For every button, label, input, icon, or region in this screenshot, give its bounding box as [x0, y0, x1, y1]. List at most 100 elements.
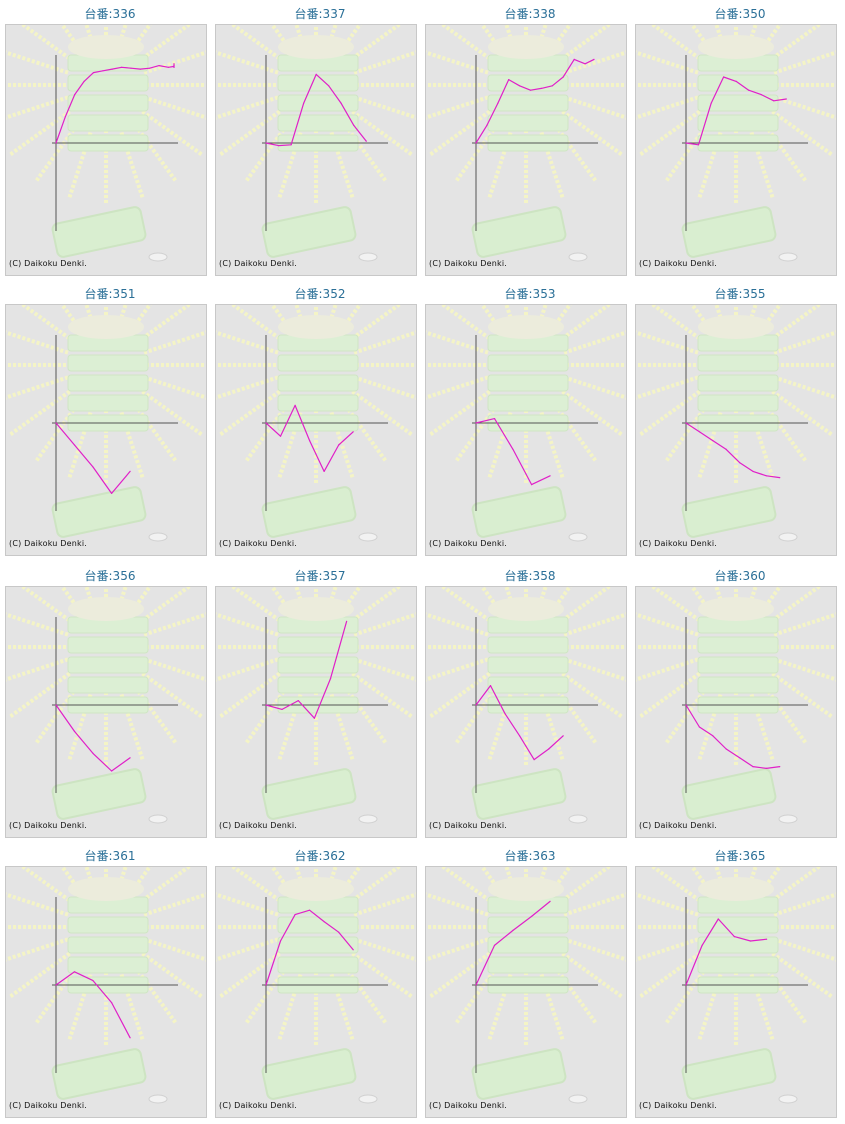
sunburst-ray [453, 958, 505, 1026]
machine-number-title[interactable]: 台番:361 [84, 849, 136, 863]
sunburst-ray [536, 684, 565, 762]
machine-number-title[interactable]: 台番:337 [294, 7, 346, 21]
sunburst-ray [636, 612, 699, 637]
medal-tray-shape [487, 656, 569, 674]
data-point [130, 67, 132, 69]
machine-card[interactable]: 台番:355 (C) Daikoku Denki. [635, 280, 845, 558]
medal-tray-shape [697, 94, 779, 112]
medal-tray-shape [487, 676, 569, 694]
sunburst-ray [67, 402, 96, 480]
sunburst-ray [663, 678, 715, 746]
sunburst-ray [116, 684, 145, 762]
machine-number-title[interactable]: 台番:338 [504, 7, 556, 21]
coin-shape [778, 532, 798, 542]
machine-number-title[interactable]: 台番:363 [504, 849, 556, 863]
sunburst-ray [277, 684, 306, 762]
machine-card[interactable]: 台番:351 (C) Daikoku Denki. [5, 280, 215, 558]
machine-number-title[interactable]: 台番:365 [714, 849, 766, 863]
machine-number-title[interactable]: 台番:350 [714, 7, 766, 21]
medal-box-shape [681, 1048, 777, 1100]
sunburst-ray [353, 657, 416, 682]
sunburst-ray [663, 958, 715, 1026]
medal-tray-shape [697, 114, 779, 132]
machine-card[interactable]: 台番:350 (C) Daikoku Denki. [635, 0, 845, 278]
machine-card[interactable]: 台番:363 (C) Daikoku Denki. [425, 842, 635, 1120]
machine-number-title[interactable]: 台番:355 [714, 287, 766, 301]
machine-card[interactable]: 台番:353 (C) Daikoku Denki. [425, 280, 635, 558]
machine-card[interactable]: 台番:361 (C) Daikoku Denki. [5, 842, 215, 1120]
data-point [167, 66, 169, 68]
medal-tray-shape [277, 656, 359, 674]
data-point [279, 435, 282, 437]
sunburst-ray [767, 668, 835, 720]
machine-number-title[interactable]: 台番:351 [84, 287, 136, 301]
medal-tray-shape [487, 114, 569, 132]
sunburst-ray [6, 50, 69, 75]
medal-pile-shape [698, 597, 774, 621]
sunburst-ray [757, 396, 809, 464]
sunburst-ray [347, 386, 415, 438]
medal-box-shape [261, 1048, 357, 1100]
sunburst-ray [143, 375, 206, 400]
machine-card[interactable]: 台番:337 (C) Daikoku Denki. [215, 0, 425, 278]
copyright-text: (C) Daikoku Denki. [219, 1101, 298, 1110]
sunburst-ray [67, 684, 96, 762]
machine-card[interactable]: 台番:357 (C) Daikoku Denki. [215, 562, 425, 840]
data-point [493, 418, 496, 420]
machine-card[interactable]: 台番:356 (C) Daikoku Denki. [5, 562, 215, 840]
machine-number-title[interactable]: 台番:336 [84, 7, 136, 21]
sunburst-ray [427, 948, 495, 1000]
medal-tray-shape [277, 394, 359, 412]
data-point [584, 63, 586, 65]
data-point [733, 936, 735, 938]
medal-box-shape [681, 486, 777, 538]
machine-card[interactable]: 台番:358 (C) Daikoku Denki. [425, 562, 635, 840]
graph-frame: (C) Daikoku Denki. [215, 304, 417, 556]
slump-line [55, 422, 131, 494]
data-point [309, 909, 311, 911]
machine-card[interactable]: 台番:362 (C) Daikoku Denki. [215, 842, 425, 1120]
sunburst-ray [426, 892, 489, 917]
medal-tray-shape [67, 94, 149, 112]
sunburst-ray [563, 657, 626, 682]
copyright-text: (C) Daikoku Denki. [639, 1101, 718, 1110]
slump-graph [216, 867, 416, 1104]
data-point [173, 66, 175, 68]
data-point [685, 704, 687, 706]
machine-number-title[interactable]: 台番:362 [294, 849, 346, 863]
coin-shape [568, 1094, 588, 1104]
machine-card[interactable]: 台番:365 (C) Daikoku Denki. [635, 842, 845, 1120]
background-illustration [6, 25, 206, 262]
machine-number-title[interactable]: 台番:357 [294, 569, 346, 583]
machine-number-title[interactable]: 台番:356 [84, 569, 136, 583]
data-point [55, 422, 57, 424]
machine-card[interactable]: 台番:338 (C) Daikoku Denki. [425, 0, 635, 278]
sunburst-ray [767, 106, 835, 158]
sunburst-ray [347, 867, 402, 906]
background-illustration [636, 867, 836, 1104]
data-point [701, 944, 703, 946]
background-illustration [636, 305, 836, 542]
machine-number-title[interactable]: 台番:358 [504, 569, 556, 583]
sunburst-ray [337, 116, 389, 184]
data-point [739, 462, 741, 464]
data-point [173, 63, 175, 65]
sunburst-ray [426, 375, 489, 400]
machine-card[interactable]: 台番:352 (C) Daikoku Denki. [215, 280, 425, 558]
sunburst-ray [557, 106, 625, 158]
sunburst-ray [773, 375, 836, 400]
machine-card[interactable]: 台番:336 (C) Daikoku Denki. [5, 0, 215, 278]
medal-pile-shape [488, 35, 564, 59]
medal-tray-shape [487, 956, 569, 974]
data-point [475, 422, 477, 424]
coin-shape [148, 252, 168, 262]
machine-number-title[interactable]: 台番:353 [504, 287, 556, 301]
data-point [111, 68, 113, 70]
machine-number-title[interactable]: 台番:352 [294, 287, 346, 301]
data-point [752, 766, 754, 768]
machine-card[interactable]: 台番:360 (C) Daikoku Denki. [635, 562, 845, 840]
sunburst-ray [650, 25, 705, 64]
data-point [279, 940, 282, 942]
sunburst-ray [636, 937, 699, 962]
machine-number-title[interactable]: 台番:360 [714, 569, 766, 583]
